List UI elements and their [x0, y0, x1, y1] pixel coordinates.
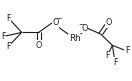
- Text: O: O: [81, 24, 88, 33]
- Text: O: O: [36, 41, 42, 50]
- Text: F: F: [125, 46, 129, 55]
- Text: F: F: [1, 32, 5, 41]
- Text: F: F: [105, 51, 109, 60]
- Text: O: O: [52, 18, 59, 27]
- Text: −: −: [79, 22, 84, 28]
- Text: Rh: Rh: [69, 34, 80, 43]
- Text: F: F: [6, 14, 11, 23]
- Text: F: F: [6, 42, 11, 51]
- Text: −: −: [56, 16, 62, 22]
- Text: O: O: [105, 18, 112, 27]
- Text: F: F: [113, 58, 117, 67]
